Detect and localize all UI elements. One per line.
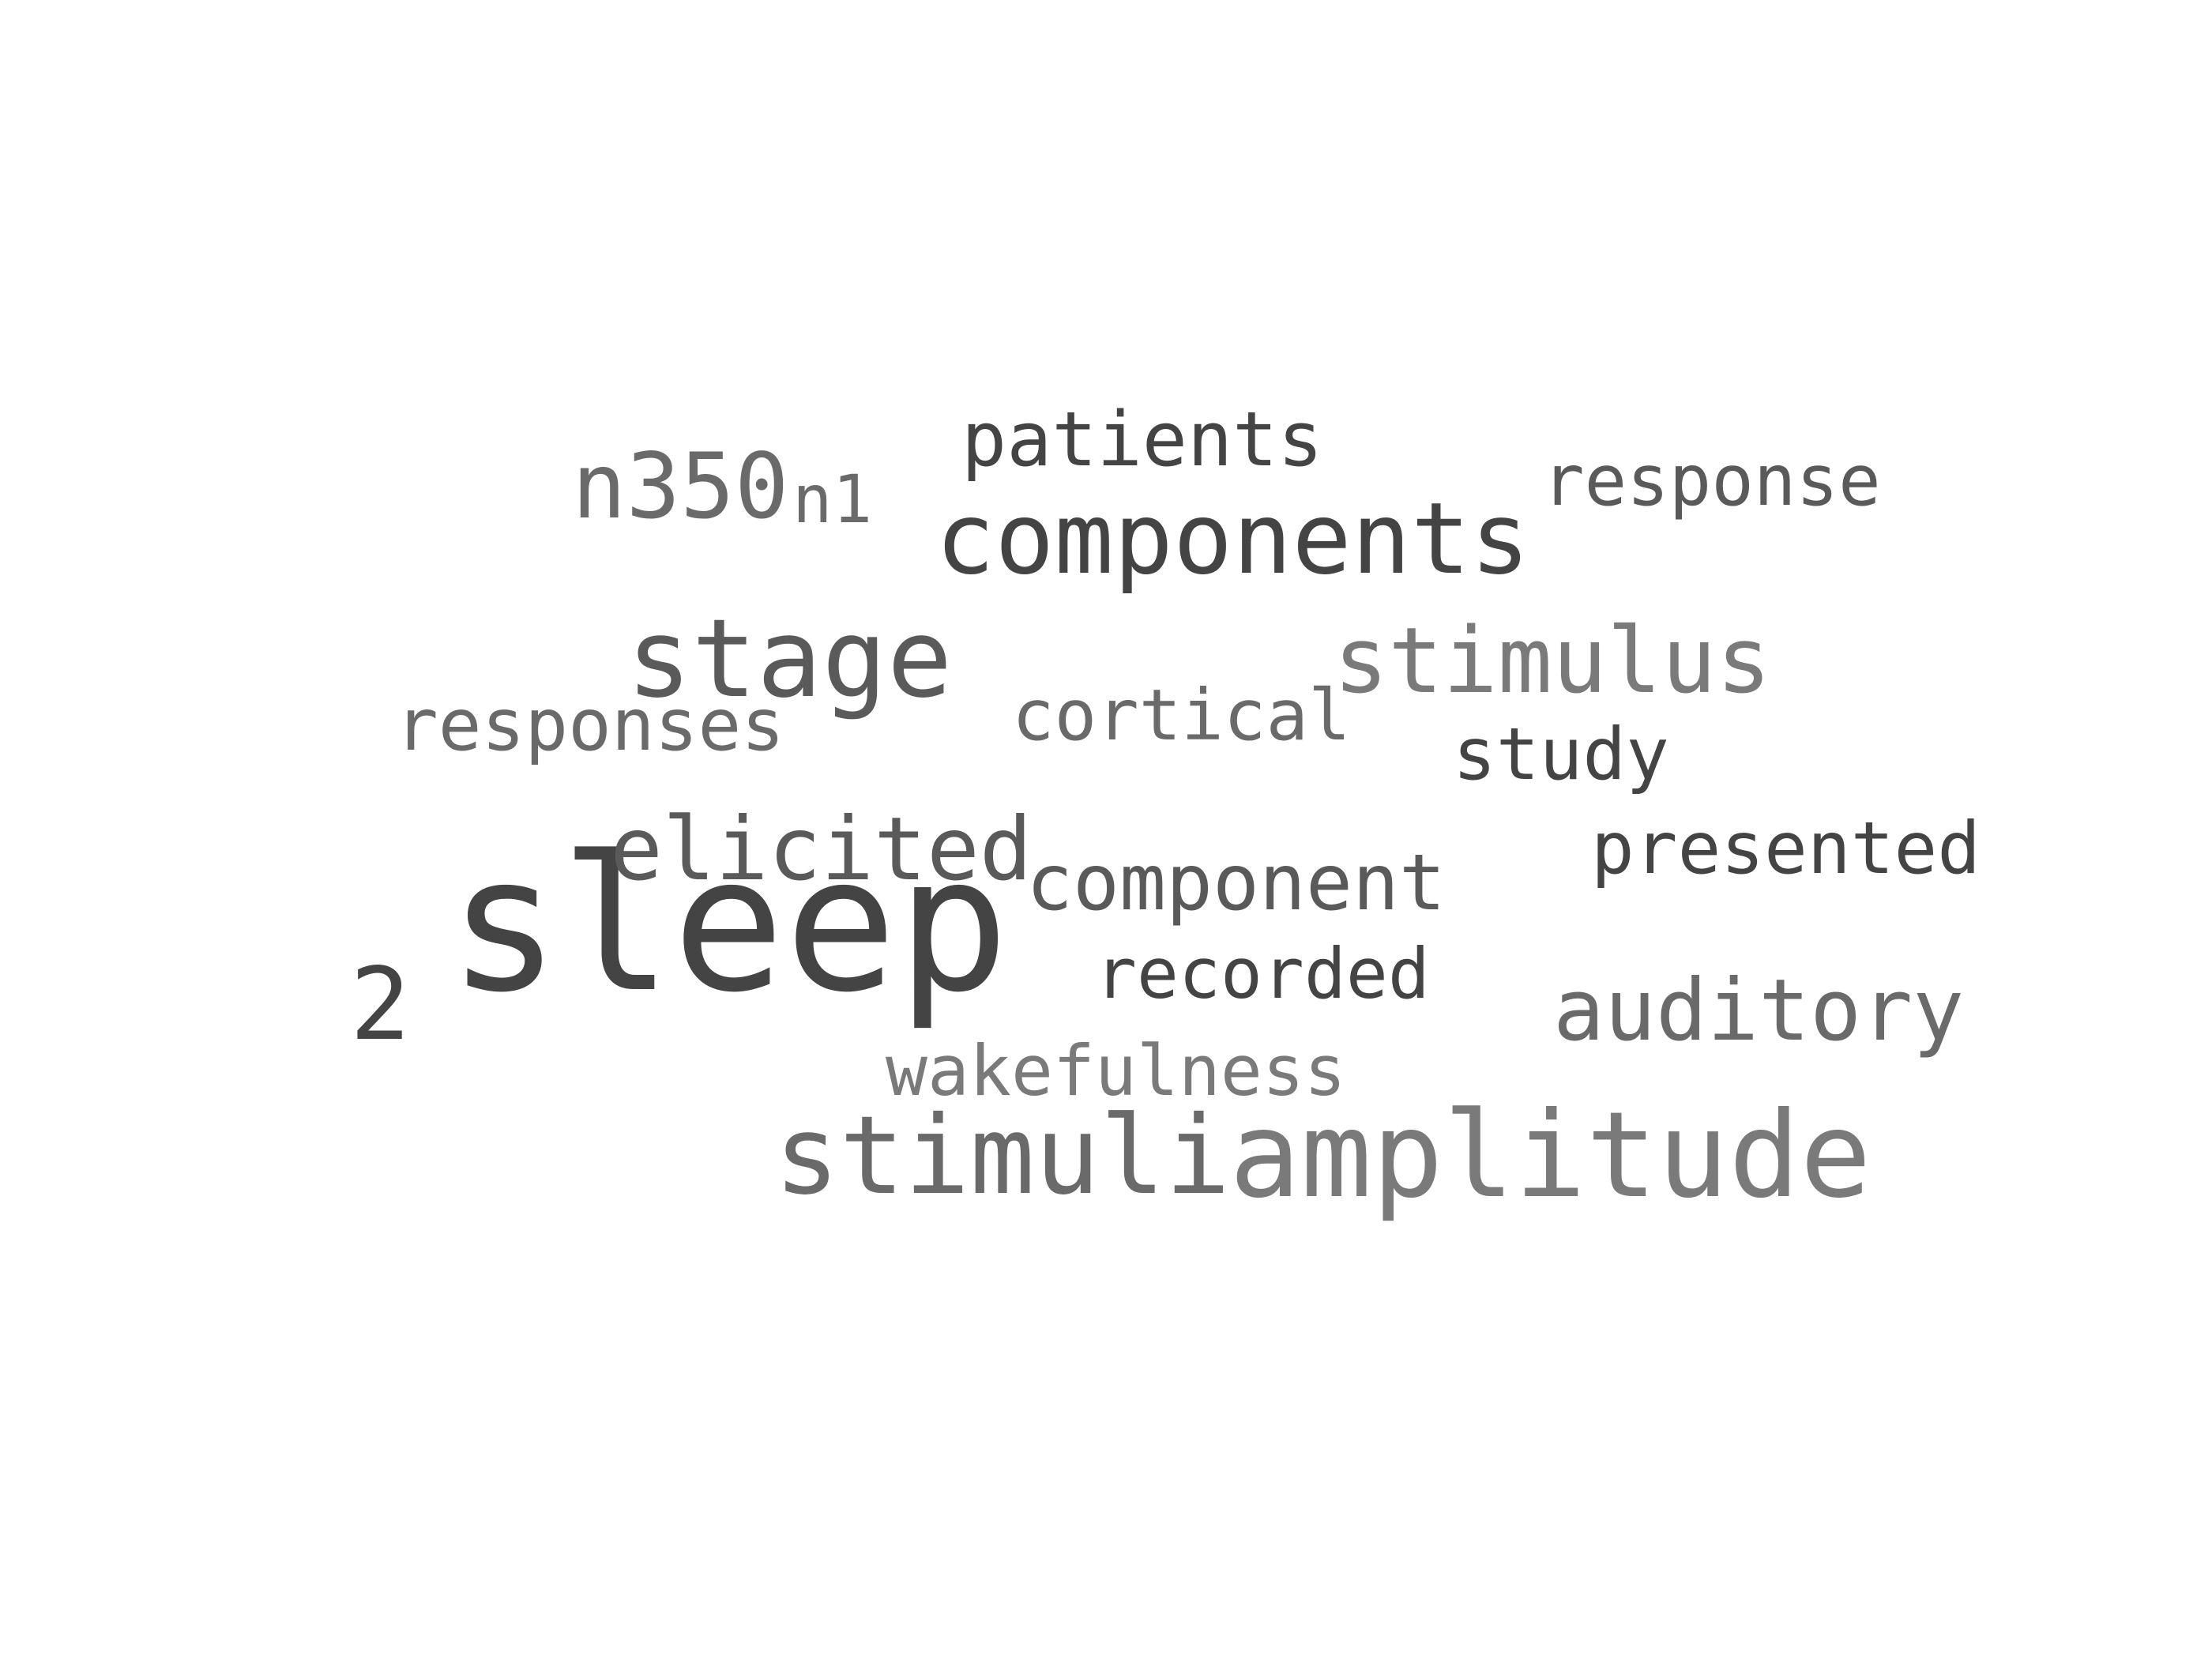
word-2: 2 <box>350 946 411 1063</box>
word-response: response <box>1542 439 1881 521</box>
word-wakefulness: wakefulness <box>886 1030 1346 1112</box>
word-n1: n1 <box>792 461 873 538</box>
word-responses: responses <box>395 684 785 767</box>
word-component: component <box>1026 838 1446 928</box>
word-sleep: sleep <box>448 816 1010 1033</box>
word-n350: n350 <box>572 434 789 539</box>
word-elicited: elicited <box>610 799 1033 901</box>
word-auditory: auditory <box>1553 961 1965 1060</box>
word-amplitude: amplitude <box>1229 1087 1872 1224</box>
word-components: components <box>935 482 1530 596</box>
word-stimulus: stimulus <box>1334 608 1771 714</box>
word-stimuli: stimuli <box>774 1093 1231 1219</box>
word-stage: stage <box>626 596 953 722</box>
word-recorded: recorded <box>1095 933 1430 1014</box>
word-patients: patients <box>961 397 1323 483</box>
word-presented: presented <box>1591 807 1981 890</box>
word-study: study <box>1453 713 1669 796</box>
word-cortical: cortical <box>1012 674 1351 756</box>
